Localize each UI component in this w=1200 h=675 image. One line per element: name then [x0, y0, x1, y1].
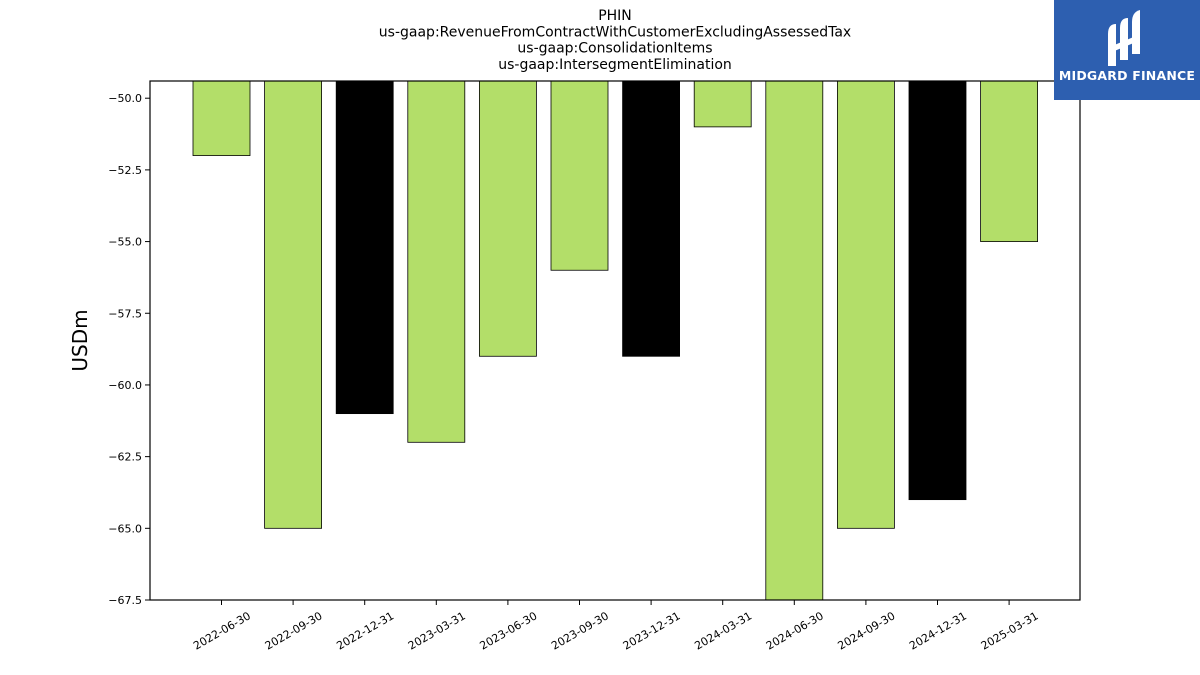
x-tick-label: 2025-03-31	[979, 609, 1041, 652]
bar	[765, 80, 824, 601]
title-line: us-gaap:RevenueFromContractWithCustomerE…	[379, 24, 851, 40]
logo-text: MIDGARD FINANCE	[1058, 68, 1196, 83]
y-tick-label: −57.5	[108, 307, 142, 320]
bar	[407, 80, 466, 443]
bar	[550, 80, 609, 271]
x-tick-label: 2022-09-30	[263, 609, 325, 652]
title-line: us-gaap:IntersegmentElimination	[498, 57, 732, 73]
x-tick-label: 2023-06-30	[478, 609, 540, 652]
y-tick-label: −60.0	[108, 379, 142, 392]
y-tick-label: −50.0	[108, 92, 142, 105]
title-line: us-gaap:ConsolidationItems	[517, 41, 712, 57]
x-tick-label: 2024-12-31	[907, 609, 969, 652]
bars	[192, 80, 1038, 601]
midgard-finance-logo: MIDGARD FINANCE	[1054, 0, 1200, 100]
y-tick-label: −65.0	[108, 522, 142, 535]
midgard-logo-icon	[1108, 10, 1140, 66]
x-tick-label: 2023-12-31	[621, 609, 683, 652]
bar	[264, 80, 323, 529]
x-tick-label: 2022-06-30	[191, 609, 253, 652]
bar	[622, 80, 680, 357]
bar	[335, 80, 394, 415]
axes-frame	[149, 80, 1081, 601]
bar	[908, 80, 967, 501]
bar	[980, 80, 1038, 242]
y-tick-label: −62.5	[108, 451, 142, 464]
x-tick-label: 2023-03-31	[406, 609, 468, 652]
bar	[192, 80, 251, 156]
x-tick-label: 2023-09-30	[549, 609, 611, 652]
bar	[478, 80, 537, 357]
bar	[837, 80, 895, 529]
y-axis-label: USDm	[68, 309, 92, 371]
x-tick-label: 2022-12-31	[334, 609, 396, 652]
y-axis-ticks: −50.0 −52.5 −55.0 −57.5 −60.0 −62.5 −65.0 −67.5	[108, 92, 150, 607]
x-tick-label: 2024-06-30	[764, 609, 826, 652]
y-tick-label: −52.5	[108, 164, 142, 177]
x-tick-label: 2024-09-30	[836, 609, 898, 652]
bar	[693, 80, 752, 128]
y-tick-label: −55.0	[108, 236, 142, 249]
chart-title: PHINus-gaap:RevenueFromContractWithCusto…	[379, 8, 851, 73]
x-tick-label: 2024-03-31	[692, 609, 754, 652]
x-axis-ticks: 2022-06-30 2022-09-30 2022-12-31 2023-03-31…	[191, 600, 1041, 653]
title-line: PHIN	[598, 8, 632, 24]
y-tick-label: −67.5	[108, 594, 142, 607]
